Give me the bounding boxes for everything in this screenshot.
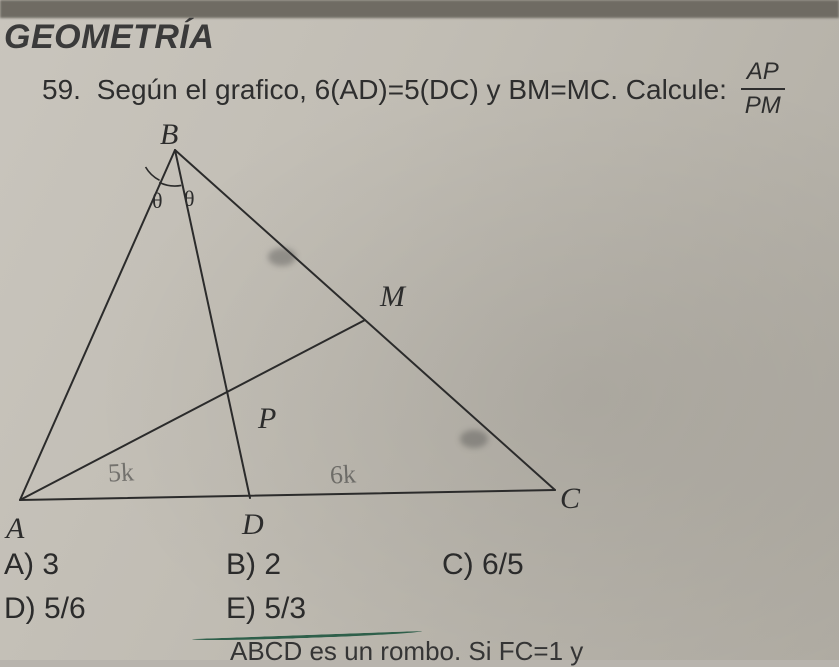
top-crop-shadow	[0, 0, 839, 18]
theta-left: θ	[152, 188, 163, 214]
option-A: A) 3	[4, 548, 59, 582]
label-M: M	[380, 280, 405, 314]
option-C: C) 6/5	[442, 548, 524, 582]
label-C: C	[560, 482, 580, 516]
label-P: P	[258, 402, 276, 436]
smudge-2	[460, 430, 488, 448]
fraction-denominator: PM	[741, 90, 785, 122]
theta-right: θ	[184, 186, 195, 212]
option-E: E) 5/3	[226, 592, 306, 626]
fraction: AP PM	[741, 56, 785, 123]
question-text: 59. Según el grafico, 6(AD)=5(DC) y BM=M…	[42, 58, 821, 125]
smudge-1	[268, 248, 296, 266]
section-heading: GEOMETRÍA	[4, 18, 214, 57]
label-A: A	[6, 512, 24, 546]
next-question-fragment: ABCD es un rombo. Si FC=1 y	[230, 636, 583, 667]
handwriting-ad: 5k	[107, 457, 135, 488]
label-B: B	[160, 118, 178, 152]
figure-labels-layer: A B C D M P θ θ 5k 6k	[0, 120, 640, 540]
option-B: B) 2	[226, 548, 281, 582]
option-D: D) 5/6	[4, 592, 86, 626]
fraction-numerator: AP	[741, 56, 785, 90]
page-background: GEOMETRÍA 59. Según el grafico, 6(AD)=5(…	[0, 0, 839, 660]
question-number: 59.	[42, 74, 81, 105]
question-body: Según el grafico, 6(AD)=5(DC) y BM=MC. C…	[97, 74, 727, 105]
handwriting-dc: 6k	[329, 459, 357, 490]
label-D: D	[242, 508, 264, 542]
